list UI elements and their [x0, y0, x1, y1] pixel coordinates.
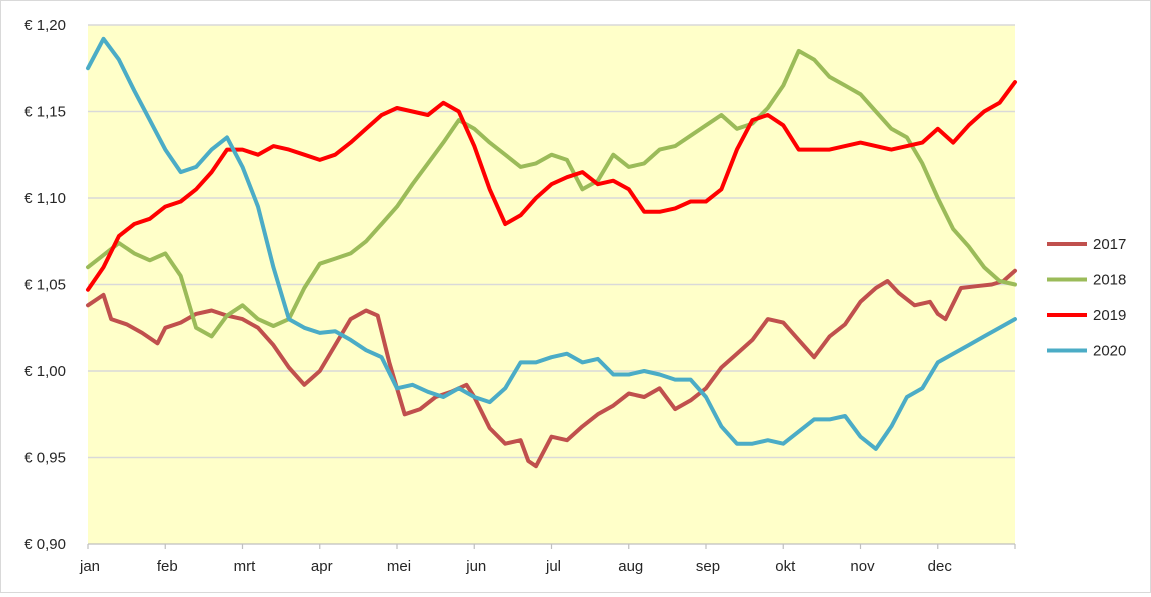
legend-label: 2020: [1093, 343, 1126, 360]
series-line-2019: [86, 80, 1017, 292]
y-tick-label: € 1,05: [24, 277, 66, 294]
y-tick-label: € 1,10: [24, 190, 66, 207]
x-tick-label: dec: [928, 558, 953, 575]
x-tick-label: nov: [850, 558, 875, 575]
x-tick-label: sep: [696, 558, 720, 575]
x-axis-ticks: jan feb mrt apr mei jun jul aug sep okt nov dec: [79, 558, 952, 575]
y-tick-label: € 0,90: [24, 536, 66, 553]
y-tick-label: € 1,15: [24, 104, 66, 121]
x-tick-label: mrt: [234, 558, 256, 575]
x-tick-label: jun: [465, 558, 486, 575]
gridlines: [88, 24, 1015, 459]
x-tick-label: okt: [775, 558, 796, 575]
legend-label: 2019: [1093, 307, 1126, 324]
y-axis-ticks: € 0,90 € 0,95 € 1,00 € 1,05 € 1,10 € 1,15 € 1,…: [24, 17, 66, 553]
legend-label: 2018: [1093, 272, 1126, 289]
axes: [87, 543, 1016, 549]
y-tick-label: € 1,20: [24, 17, 66, 34]
x-tick-label: aug: [618, 558, 643, 575]
series-line-2017: [86, 268, 1017, 469]
x-tick-label: jul: [545, 558, 561, 575]
legend: 2017 2018 2019 2020: [1047, 236, 1126, 360]
y-tick-label: € 0,95: [24, 450, 66, 467]
legend-label: 2017: [1093, 236, 1126, 253]
series-line-2018: [86, 48, 1017, 339]
x-tick-label: jan: [79, 558, 100, 575]
x-tick-label: feb: [157, 558, 178, 575]
series-line-2020: [86, 36, 1017, 451]
x-tick-label: apr: [311, 558, 333, 575]
series-lines: [86, 36, 1017, 469]
x-tick-label: mei: [387, 558, 411, 575]
y-tick-label: € 1,00: [24, 363, 66, 380]
